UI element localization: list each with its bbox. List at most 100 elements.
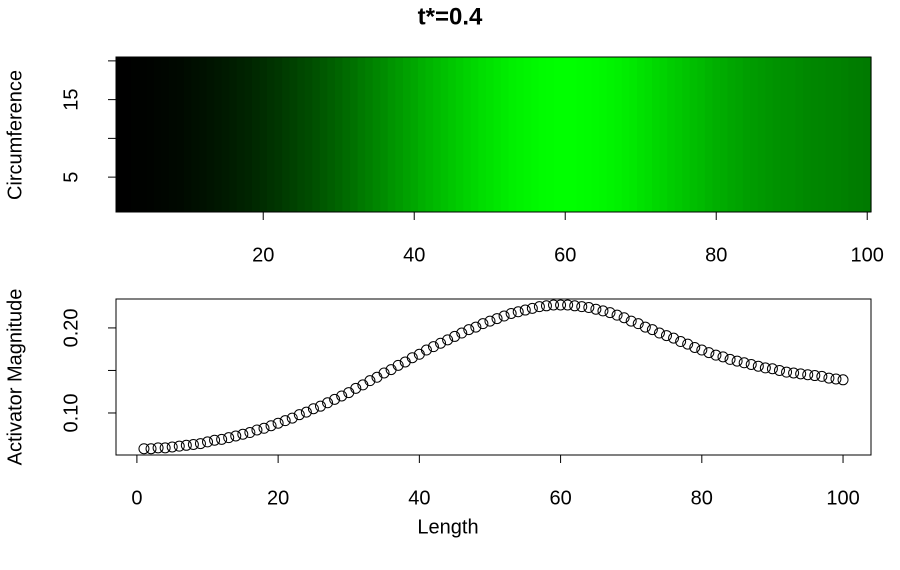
heatmap-cell [387,57,396,212]
heatmap-cell [750,57,759,212]
point [548,299,560,311]
point [795,368,807,380]
point [583,302,595,314]
heatmap-cell [372,57,381,212]
heatmap-cell [742,57,751,212]
heatmap-cell [501,57,510,212]
x-tick-label: 100 [826,487,859,509]
heatmap-cell [425,57,434,212]
x-tick-label: 80 [705,244,727,266]
point [569,300,581,312]
point [823,372,835,384]
point [611,309,623,321]
heatmap-cell [251,57,261,212]
x-axis-label: Length [417,516,478,538]
heatmap-cell [561,57,570,212]
heatmap-cell [236,57,245,212]
point [632,318,644,330]
point [265,420,277,432]
point [350,382,362,394]
point [152,442,164,454]
heatmap-cell [599,57,608,212]
heatmap-cell [176,57,185,212]
heatmap-cell [803,57,812,212]
heatmap-cell [410,57,419,212]
heatmap-cell [591,57,600,212]
heatmap-cell [191,57,200,212]
heatmap-cell [304,57,313,212]
heatmap-cell [153,57,162,212]
heatmap-cell [168,57,177,212]
heatmap-cell [840,57,849,212]
point [759,362,771,374]
point [661,330,673,342]
point [194,438,206,450]
heatmap-cell [516,57,525,212]
x-tick-label: 60 [554,244,576,266]
point [244,427,256,439]
point [300,406,312,418]
point [435,337,447,349]
point [209,434,221,446]
point [442,334,454,346]
heatmap-cell [357,57,366,212]
point [187,438,199,450]
point [378,367,390,379]
point [618,312,630,324]
heatmap-cell [569,57,578,212]
point [477,318,489,330]
heatmap-cell [855,57,865,212]
heatmap-cell [131,57,140,212]
heatmap-cell [735,57,744,212]
x-tick-label: 60 [549,487,571,509]
point [717,351,729,363]
point [145,443,157,455]
point [237,428,249,440]
point [307,403,319,415]
point [456,327,468,339]
y-tick-label: 5 [60,172,82,183]
heatmap-cell [334,57,344,212]
heatmap-cell [795,57,804,212]
point [166,441,178,453]
point [406,352,418,364]
x-tick-label: 40 [403,244,425,266]
heatmap-cell [312,57,321,212]
point [710,349,722,361]
heatmap-cell [682,57,691,212]
point [498,310,510,322]
point [449,330,461,342]
point [773,364,785,376]
point [653,327,665,339]
heatmap-cell [138,57,147,212]
point [364,375,376,387]
heatmap-cell [531,57,540,212]
heatmap-cell [146,57,155,212]
heatmap-cell [319,57,328,212]
heatmap-cell [621,57,630,212]
heatmap-cell [297,57,306,212]
heatmap-cell [780,57,789,212]
heatmap-cell [727,57,736,212]
heatmap-cell [644,57,653,212]
heatmap-cell [365,57,374,212]
x-tick-label: 40 [408,487,430,509]
heatmap-cell [259,57,268,212]
point [766,363,778,375]
heatmap-cell [380,57,389,212]
point [173,440,185,452]
point [724,353,736,365]
heatmap-cell [523,57,532,212]
point [463,324,475,336]
heatmap-cell [350,57,359,212]
heatmap-cell [825,57,834,212]
heatmap-cell [697,57,706,212]
heatmap-cell [667,57,676,212]
point [180,439,192,451]
heatmap-cell [282,57,291,212]
heatmap-cell [161,57,170,212]
heatmap-cell [584,57,593,212]
point [314,400,326,412]
point [562,299,574,311]
point [223,432,235,444]
